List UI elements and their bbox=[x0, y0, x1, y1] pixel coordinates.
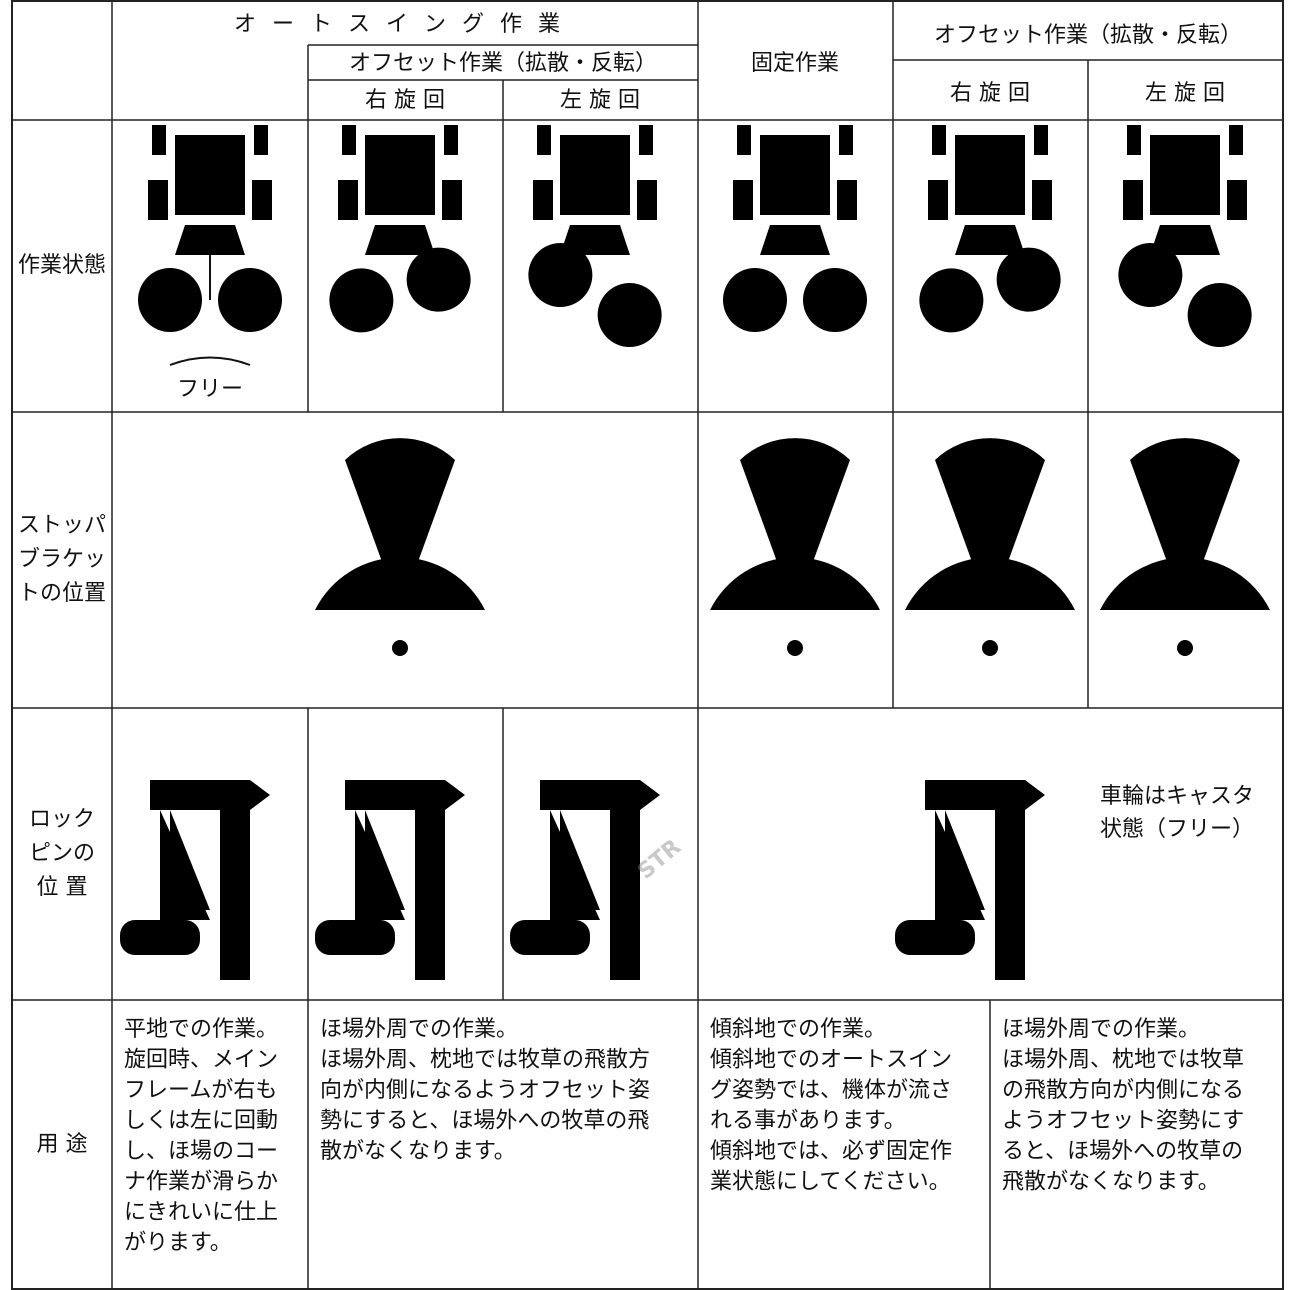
header-cell: オフセット作業（拡散・反転） bbox=[349, 51, 657, 76]
usage-text: がります。 bbox=[124, 1231, 232, 1256]
usage-text: 傾斜地では、必ず固定作 bbox=[710, 1139, 952, 1164]
usage-text: し、ほ場のコー bbox=[124, 1139, 278, 1164]
header-cell: 左 旋 回 bbox=[1145, 81, 1225, 106]
usage-text: 傾斜地での作業。 bbox=[710, 1017, 886, 1042]
header-cell: 左 旋 回 bbox=[560, 88, 640, 113]
header-cell: オフセット作業（拡散・反転） bbox=[934, 23, 1242, 48]
usage-text: しくは左に回動 bbox=[124, 1109, 278, 1134]
usage-text: 業状態にしてください。 bbox=[710, 1170, 951, 1195]
header-cell: 右 旋 回 bbox=[365, 88, 445, 113]
row-label: 位 置 bbox=[37, 875, 88, 900]
usage-text: グ姿勢では、機体が流さ bbox=[710, 1078, 952, 1103]
usage-text: にきれいに仕上 bbox=[124, 1200, 278, 1225]
usage-text: 旋回時、メイン bbox=[124, 1048, 278, 1073]
illustrations bbox=[120, 125, 1270, 980]
usage-text: ようオフセット姿勢にす bbox=[1002, 1109, 1244, 1134]
row-label: 用 途 bbox=[37, 1132, 88, 1157]
usage-text: の飛散方向が内側になる bbox=[1002, 1078, 1244, 1103]
caster-note: 状態（フリー） bbox=[1100, 817, 1254, 842]
usage-text: ナ作業が滑らか bbox=[124, 1170, 278, 1195]
free-label: フリー bbox=[177, 377, 243, 402]
caster-note: 車輪はキャスタ bbox=[1100, 784, 1254, 809]
usage-text: ほ場外周、枕地では牧草の飛散方 bbox=[320, 1048, 650, 1073]
row-label: ピンの bbox=[29, 841, 95, 866]
row-label: ブラケッ bbox=[18, 547, 106, 572]
header-cell: オートスイング作業 bbox=[234, 12, 576, 37]
usage-text: 散がなくなります。 bbox=[320, 1139, 516, 1164]
usage-text: 傾斜地でのオートスイン bbox=[710, 1048, 952, 1073]
row-label: ロック bbox=[29, 807, 95, 832]
watermark: STR bbox=[633, 835, 686, 885]
row-label: ストッパ bbox=[18, 513, 106, 538]
usage-text: 飛散がなくなります。 bbox=[1002, 1170, 1220, 1195]
table-grid bbox=[11, 0, 1284, 1290]
usage-text: 勢にすると、ほ場外への牧草の飛 bbox=[320, 1109, 649, 1134]
usage-text: れる事があります。 bbox=[710, 1109, 906, 1134]
usage-text: 向が内側になるようオフセット姿 bbox=[320, 1078, 650, 1103]
header-cell: 右 旋 回 bbox=[950, 81, 1030, 106]
header-cell: 固定作業 bbox=[751, 51, 839, 76]
row-label: 作業状態 bbox=[18, 253, 106, 278]
row-label: トの位置 bbox=[18, 581, 106, 606]
usage-text: ほ場外周での作業。 bbox=[320, 1017, 518, 1042]
usage-text: ほ場外周での作業。 bbox=[1002, 1017, 1200, 1042]
usage-text: ると、ほ場外への牧草の bbox=[1002, 1139, 1243, 1164]
usage-text: フレームが右も bbox=[124, 1078, 277, 1103]
usage-text: ほ場外周、枕地では牧草 bbox=[1002, 1048, 1244, 1073]
usage-text: 平地での作業。 bbox=[124, 1017, 278, 1042]
